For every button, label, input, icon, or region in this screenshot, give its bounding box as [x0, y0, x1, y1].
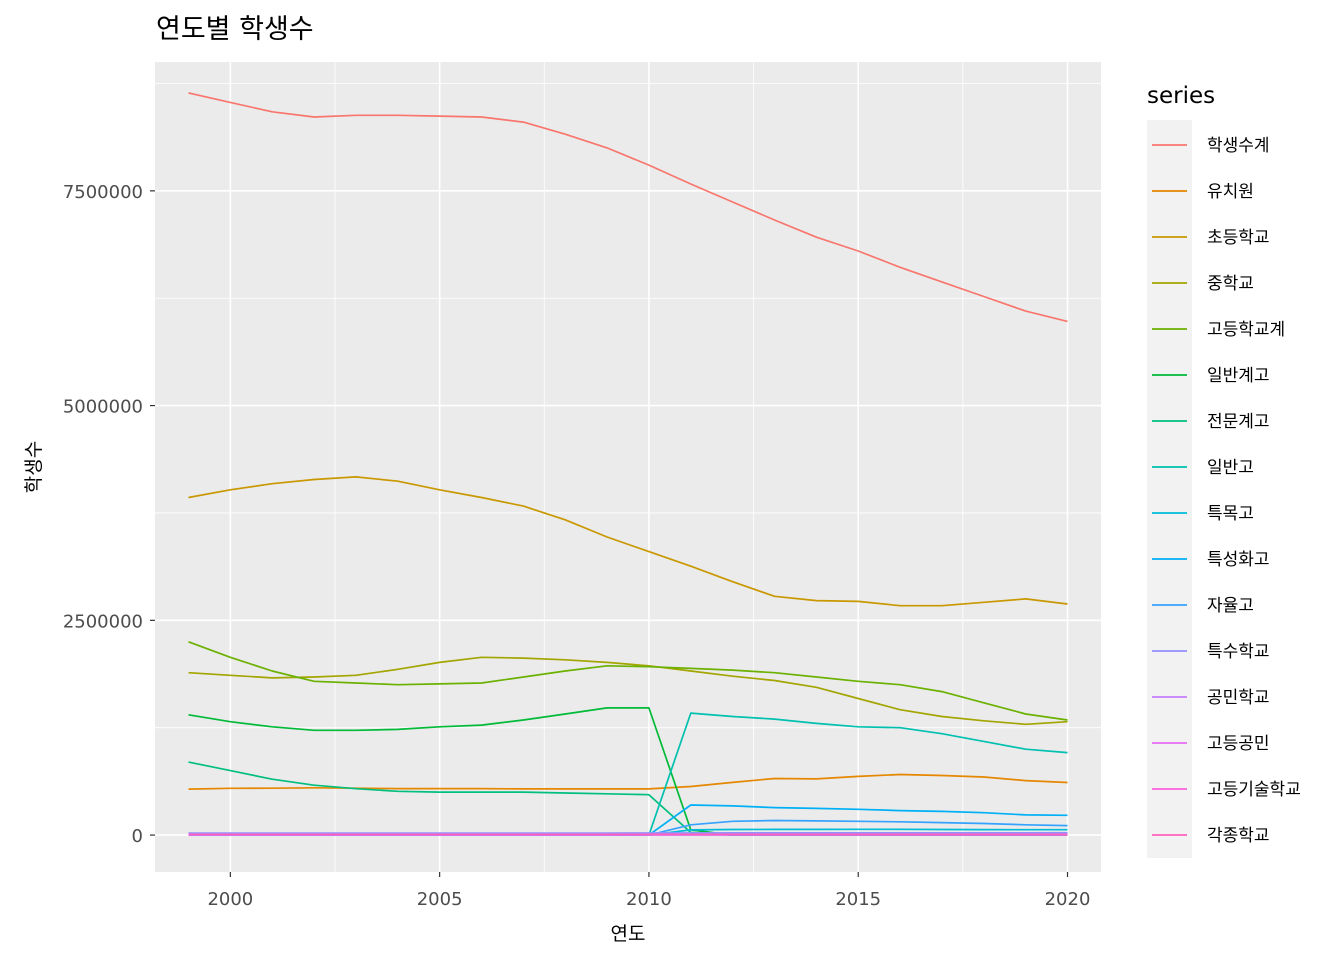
legend-label: 일반계고	[1207, 366, 1270, 386]
legend-item: 자율고	[1152, 596, 1254, 616]
legend-label: 초등학교	[1207, 228, 1270, 248]
legend-item: 각종학교	[1152, 826, 1270, 846]
y-tick-label: 0	[132, 826, 143, 847]
legend-label: 특수학교	[1207, 642, 1270, 662]
series-line-초등학교	[188, 476, 1068, 607]
legend-item: 일반계고	[1152, 366, 1270, 386]
legend-label: 전문계고	[1207, 412, 1270, 432]
legend-label: 학생수계	[1207, 136, 1270, 156]
legend-label: 특성화고	[1207, 550, 1270, 570]
plot-panel	[155, 62, 1101, 872]
series-line-고등학교계	[188, 641, 1068, 721]
legend-label: 자율고	[1207, 596, 1254, 616]
series-line-유치원	[188, 773, 1068, 790]
x-tick-label: 2015	[835, 889, 881, 910]
legend-item: 고등학교계	[1152, 320, 1285, 340]
legend-items: 학생수계유치원초등학교중학교고등학교계일반계고전문계고일반고특목고특성화고자율고…	[1152, 136, 1301, 846]
y-axis-title: 학생수	[23, 441, 45, 493]
legend-item: 일반고	[1152, 458, 1254, 478]
x-axis-title: 연도	[611, 923, 646, 945]
x-tick-label: 2005	[417, 889, 463, 910]
legend: series 학생수계유치원초등학교중학교고등학교계일반계고전문계고일반고특목고…	[1147, 83, 1301, 858]
minor-gridlines	[155, 62, 1101, 872]
series-lines	[188, 92, 1068, 836]
legend-item: 공민학교	[1152, 688, 1270, 708]
legend-title: series	[1147, 83, 1215, 109]
x-tick-label: 2000	[207, 889, 253, 910]
series-line-중학교	[188, 656, 1068, 726]
legend-label: 유치원	[1207, 182, 1254, 202]
legend-label: 중학교	[1207, 274, 1254, 294]
legend-item: 고등공민	[1152, 734, 1270, 754]
y-axis: 0 2500000 5000000 7500000	[63, 182, 155, 847]
legend-item: 특수학교	[1152, 642, 1270, 662]
legend-label: 일반고	[1207, 458, 1254, 478]
legend-label: 특목고	[1207, 504, 1254, 524]
legend-item: 고등기술학교	[1152, 780, 1301, 800]
legend-label: 고등학교계	[1207, 320, 1285, 340]
series-line-학생수계	[188, 92, 1068, 323]
chart-title: 연도별 학생수	[156, 14, 314, 45]
legend-label: 고등공민	[1207, 734, 1270, 754]
legend-label: 각종학교	[1207, 826, 1270, 846]
legend-item: 전문계고	[1152, 412, 1270, 432]
x-tick-label: 2020	[1045, 889, 1091, 910]
x-axis: 2000 2005 2010 2015 2020	[207, 872, 1090, 910]
legend-item: 초등학교	[1152, 228, 1270, 248]
legend-item: 특성화고	[1152, 550, 1270, 570]
legend-item: 유치원	[1152, 182, 1254, 202]
y-tick-label: 5000000	[63, 397, 143, 418]
legend-label: 공민학교	[1207, 688, 1270, 708]
legend-item: 특목고	[1152, 504, 1254, 524]
legend-item: 중학교	[1152, 274, 1254, 294]
y-tick-label: 2500000	[63, 611, 143, 632]
x-tick-label: 2010	[626, 889, 672, 910]
legend-item: 학생수계	[1152, 136, 1270, 156]
legend-key-background	[1147, 120, 1192, 858]
legend-label: 고등기술학교	[1207, 780, 1301, 800]
y-tick-label: 7500000	[63, 182, 143, 203]
